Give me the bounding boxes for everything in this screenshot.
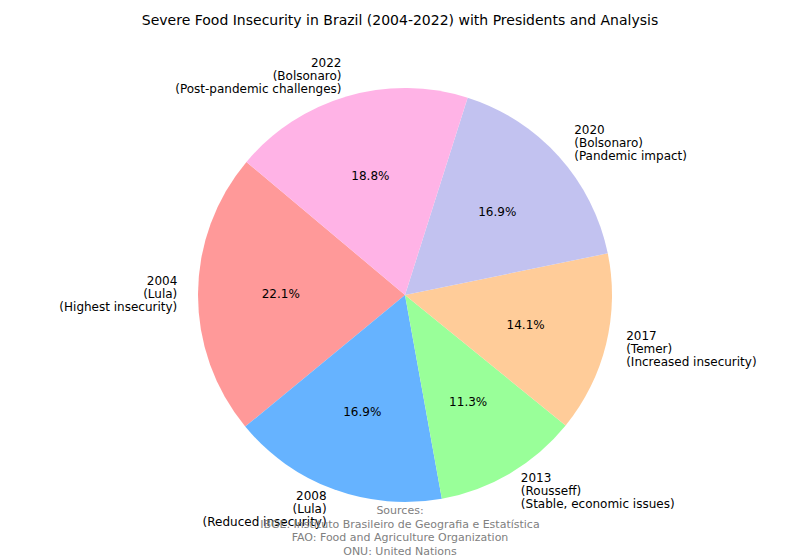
svg-text:14.1%: 14.1% xyxy=(507,318,545,332)
html-text:(Lula): (Lula) xyxy=(292,501,327,516)
html-text:FAO: Food and Agriculture Orga: FAO: Food and Agriculture Organization xyxy=(291,531,509,544)
svg-text:11.3%: 11.3% xyxy=(449,395,487,409)
svg-text:2020(Bolsonaro)(Pandemic impac: 2020(Bolsonaro)(Pandemic impact) xyxy=(574,123,687,163)
html-text:2008: 2008 xyxy=(296,488,327,503)
svg-text:2013(Rousseff)(Stable, economi: 2013(Rousseff)(Stable, economic issues) xyxy=(521,471,675,511)
svg-text:2022(Bolsonaro)(Post-pandemic: 2022(Bolsonaro)(Post-pandemic challenges… xyxy=(175,56,341,96)
html-text:Severe Food Insecurity in Braz: Severe Food Insecurity in Brazil (2004-2… xyxy=(141,12,659,28)
svg-text:16.9%: 16.9% xyxy=(478,205,516,219)
svg-text:22.1%: 22.1% xyxy=(262,287,300,301)
svg-text:2004(Lula)(Highest insecurity): 2004(Lula)(Highest insecurity) xyxy=(59,274,177,314)
html-text:(Reduced insecurity): (Reduced insecurity) xyxy=(202,514,327,529)
html-text:IBGE: Instituto Brasileiro de: IBGE: Instituto Brasileiro de Geografia … xyxy=(260,517,540,531)
html-text:ONU: United Nations: ONU: United Nations xyxy=(343,544,457,558)
svg-text:16.9%: 16.9% xyxy=(343,405,381,419)
svg-text:2017(Temer)(Increased insecuri: 2017(Temer)(Increased insecurity) xyxy=(626,329,756,369)
svg-text:18.8%: 18.8% xyxy=(351,169,389,183)
html-text:Sources:: Sources: xyxy=(376,504,424,517)
